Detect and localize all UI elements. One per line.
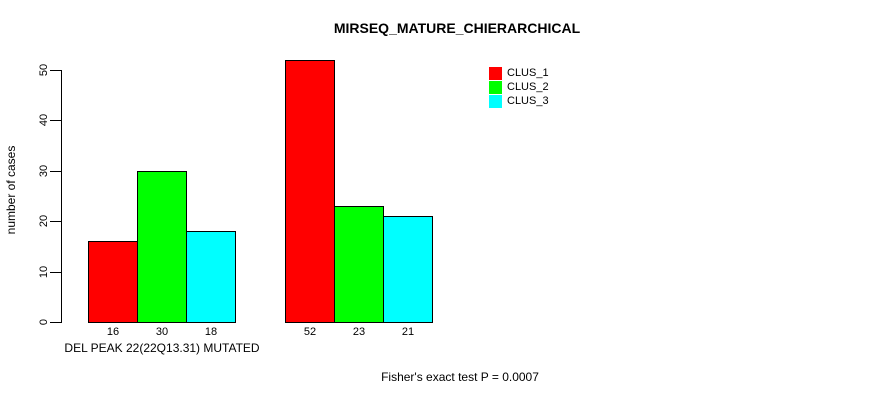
bar-value-label: 16 [106,326,120,338]
y-axis-line [61,70,62,323]
bar-value-label: 30 [155,326,169,338]
y-tick [50,322,61,323]
y-axis-label: number of cases [4,145,18,235]
x-axis-group-label: DEL PEAK 22(22Q13.31) MUTATED [64,341,260,355]
y-tick-label: 10 [38,265,50,279]
bar-value-label: 23 [352,326,366,338]
legend-swatch [489,66,502,80]
y-tick-label: 40 [38,113,50,127]
y-tick [50,70,61,71]
y-tick [50,171,61,172]
legend-label: CLUS_3 [507,94,549,107]
footnote-text: Fisher's exact test P = 0.0007 [381,370,539,384]
y-tick [50,120,61,121]
y-tick-label: 30 [38,164,50,178]
legend-swatch [489,80,502,94]
bar-group2-clus_1 [285,60,335,323]
legend-item-clus_2: CLUS_2 [489,80,549,94]
bar-group1-clus_1 [88,241,138,323]
y-tick-label: 0 [38,318,50,326]
y-tick-label: 20 [38,214,50,228]
y-tick [50,221,61,222]
bar-group1-clus_3 [186,231,236,323]
y-tick-label: 50 [38,63,50,77]
bar-value-label: 18 [204,326,218,338]
legend-item-clus_1: CLUS_1 [489,66,549,80]
bar-value-label: 21 [401,326,415,338]
legend: CLUS_1 CLUS_2 CLUS_3 [489,66,549,108]
bar-group1-clus_2 [137,171,187,323]
y-tick [50,272,61,273]
legend-label: CLUS_2 [507,80,549,93]
legend-item-clus_3: CLUS_3 [489,94,549,108]
chart-title: MIRSEQ_MATURE_CHIERARCHICAL [333,20,581,36]
bar-value-label: 52 [303,326,317,338]
bar-group2-clus_3 [383,216,433,323]
legend-swatch [489,94,502,108]
legend-label: CLUS_1 [507,66,549,79]
bar-group2-clus_2 [334,206,384,323]
